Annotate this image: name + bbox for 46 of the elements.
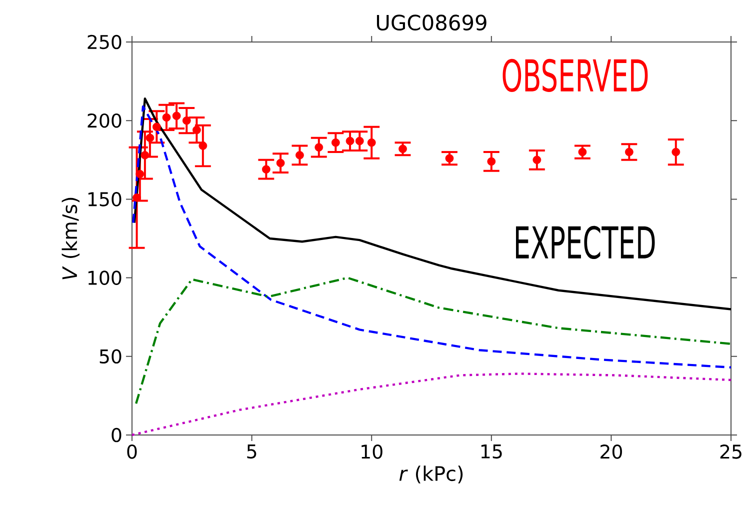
x-tick-label: 25 — [720, 444, 742, 459]
series-label: EXPECTED — [516, 226, 655, 260]
y-tick-label: 50 — [100, 349, 122, 364]
line-series — [130, 372, 732, 436]
point — [445, 154, 454, 163]
x-tick-label: 20 — [600, 444, 622, 459]
x-tick-label: 5 — [247, 444, 256, 459]
y-tick-label: 100 — [88, 270, 122, 285]
y-tick-label: 250 — [88, 34, 122, 50]
y-tick-label: 0 — [112, 428, 122, 442]
point — [367, 138, 376, 147]
line-series — [133, 97, 732, 310]
point — [331, 138, 340, 147]
point — [198, 142, 208, 150]
x-tick-label: 15 — [481, 444, 502, 459]
point — [346, 136, 354, 146]
point — [532, 156, 542, 164]
y-tick-label: 150 — [88, 192, 122, 206]
point — [182, 116, 191, 125]
point — [136, 170, 144, 178]
x-tick-label: 10 — [362, 444, 382, 459]
point — [162, 113, 171, 122]
point — [314, 143, 324, 152]
point — [578, 148, 587, 156]
line-series — [134, 276, 732, 405]
point — [152, 122, 161, 132]
point — [487, 157, 496, 166]
point — [146, 134, 154, 142]
x-axis-title: r (kPc) — [399, 466, 463, 484]
point — [172, 112, 181, 120]
point — [672, 148, 680, 156]
point — [140, 151, 150, 160]
point — [398, 144, 407, 154]
y-axis-title: V (km/s) — [62, 198, 80, 280]
x-tick-label: 0 — [127, 444, 137, 459]
point — [276, 158, 285, 168]
series-label: OBSERVED — [502, 58, 648, 92]
chart-title: UGC08699 — [376, 14, 486, 31]
point — [624, 148, 634, 156]
y-tick-label: 200 — [88, 113, 122, 128]
point — [355, 136, 364, 146]
line-series — [132, 105, 732, 368]
point — [262, 165, 270, 174]
point — [132, 193, 141, 202]
point — [192, 126, 201, 134]
point — [296, 151, 304, 160]
